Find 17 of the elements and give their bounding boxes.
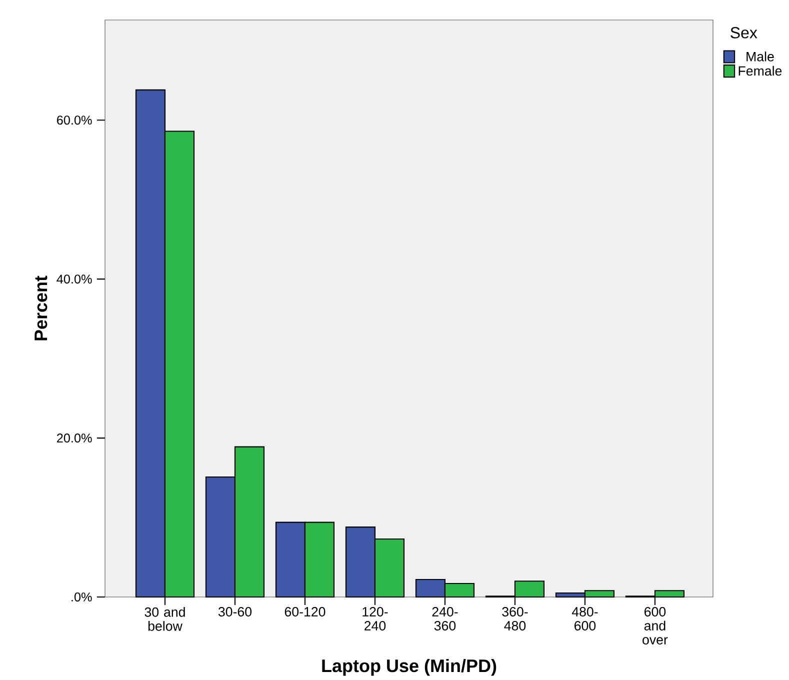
y-axis-title: Percent xyxy=(34,276,48,340)
y-tick-label: 20.0% xyxy=(57,433,92,442)
x-tick-label: 600 and over xyxy=(642,606,668,644)
y-tick-label: .0% xyxy=(72,592,92,602)
x-tick-label: 120-240 xyxy=(362,606,388,630)
x-tick-label: 30 and below xyxy=(144,606,185,631)
legend-title: Sex xyxy=(730,26,758,38)
y-tick-label: 60.0% xyxy=(57,116,92,125)
x-tick-label: 360-480 xyxy=(502,606,528,630)
y-tick-label: 40.0% xyxy=(56,274,92,284)
x-tick-label: 60-120 xyxy=(284,606,326,616)
legend-label: Male xyxy=(746,51,774,62)
legend-label: Female xyxy=(738,66,782,76)
x-tick-label: 480-600 xyxy=(572,606,598,630)
x-tick-label: 240-360 xyxy=(432,606,458,630)
x-axis-title: Laptop Use (Min/PD) xyxy=(322,658,496,676)
x-tick-label: 30-60 xyxy=(218,606,252,616)
